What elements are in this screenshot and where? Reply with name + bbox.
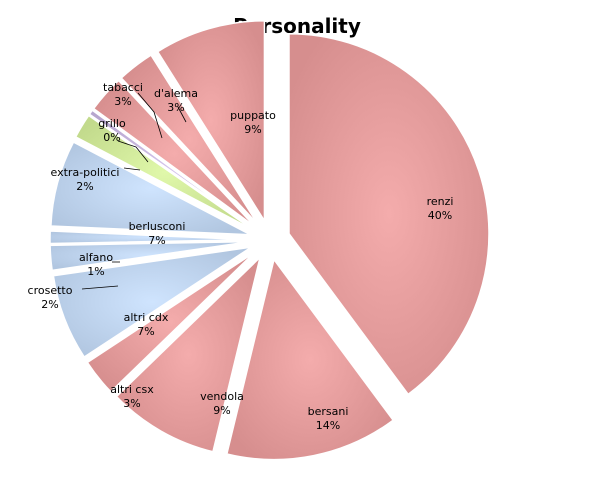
pie-slice-crosetto — [49, 240, 251, 272]
pie-slice-alfano — [49, 230, 251, 245]
leader-line-grillo — [117, 140, 149, 163]
slice-label-d-alema: d'alema 3% — [154, 87, 198, 114]
slice-label-crosetto: crosetto 2% — [28, 284, 73, 311]
leader-line-crosetto — [81, 285, 119, 290]
pie-slice-altri-cdx — [52, 246, 252, 359]
slice-label-bersani: bersani 14% — [308, 405, 349, 432]
leader-line-tabacci — [137, 92, 163, 139]
pie-slice-puppato — [156, 20, 266, 224]
leader-line-extra-politici — [123, 167, 141, 171]
slice-label-grillo: grillo 0% — [98, 117, 126, 144]
slice-label-puppato: puppato 9% — [230, 109, 276, 136]
pie-slice-grillo — [88, 109, 255, 230]
pie-slice-renzi — [288, 32, 490, 396]
label-leaders — [81, 92, 187, 290]
leader-line-d-alema — [177, 106, 187, 123]
pie-slice-berlusconi — [50, 141, 252, 236]
slice-labels: renzi 40% bersani 14% vendola 9% altri csx 3% al… — [28, 81, 454, 432]
slice-label-altri-csx: altri csx 3% — [110, 383, 154, 410]
slice-label-vendola: vendola 9% — [200, 390, 244, 417]
pie-slice-vendola — [115, 255, 262, 453]
pie-slices — [49, 20, 490, 461]
pie-slice-d-alema — [120, 54, 259, 225]
slice-label-altri-cdx: altri cdx 7% — [124, 311, 169, 338]
slice-label-alfano: alfano 1% — [79, 251, 113, 278]
slice-label-renzi: renzi 40% — [427, 195, 454, 222]
pie-slice-extra-politici — [74, 114, 254, 231]
slice-label-berlusconi: berlusconi 7% — [129, 220, 186, 247]
slice-label-tabacci: tabacci 3% — [103, 81, 143, 108]
pie-slice-bersani — [225, 257, 395, 461]
slice-label-extra-politici: extra-politici 2% — [51, 166, 120, 193]
pie-slice-altri-csx — [86, 251, 255, 393]
pie-slice-tabacci — [92, 79, 256, 228]
